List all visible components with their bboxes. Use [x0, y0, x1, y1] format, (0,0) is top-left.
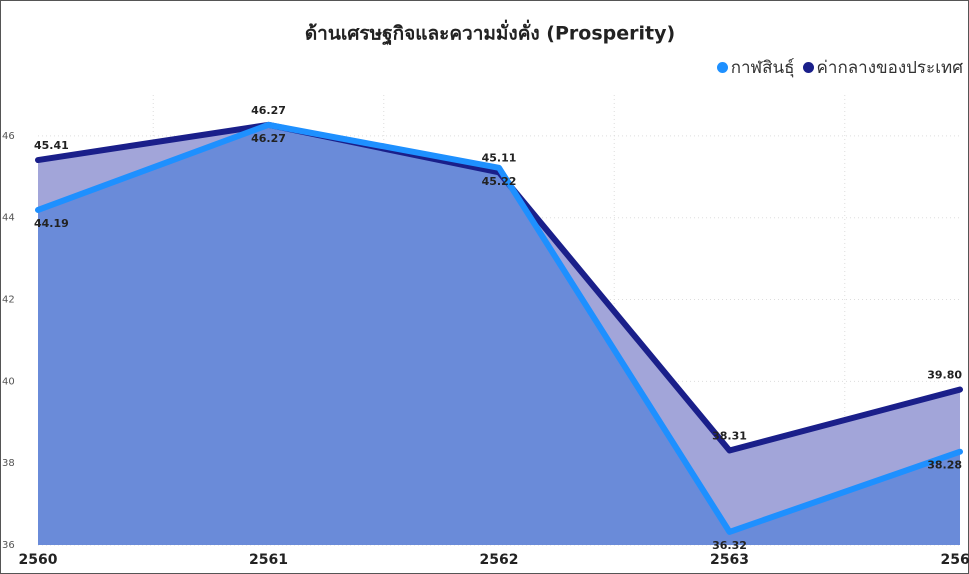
y-tick-label: 44	[2, 213, 15, 224]
line	[35, 121, 963, 535]
legend-item: ค่ากลางของประเทศ	[802, 54, 963, 81]
y-tick-label: 42	[2, 295, 15, 306]
y-tick-label: 38	[2, 458, 15, 469]
data-label: 38.28	[927, 459, 962, 472]
data-label: 44.19	[34, 217, 69, 230]
legend-item: กาฬสินธุ์	[716, 54, 795, 81]
chart-title: ด้านเศรษฐกิจและความมั่งคั่ง (Prosperity)	[305, 20, 675, 47]
legend-marker	[802, 62, 814, 73]
lines	[35, 121, 963, 535]
x-tick-label: 2561	[249, 552, 288, 568]
y-tick-label: 40	[2, 376, 15, 387]
legend-label: ค่ากลางของประเทศ	[816, 58, 963, 78]
data-label: 46.27	[251, 104, 286, 117]
data-label: 39.80	[927, 369, 962, 382]
area	[38, 124, 960, 545]
data-label: 36.32	[712, 539, 747, 552]
data-label: 38.31	[712, 430, 747, 443]
x-tick-label: 2562	[480, 552, 519, 568]
y-tick-label: 36	[2, 540, 15, 551]
x-tick-label: 2560	[19, 552, 58, 568]
data-label: 45.22	[482, 175, 517, 188]
legend-label: กาฬสินธุ์	[730, 58, 795, 78]
y-tick-label: 46	[2, 131, 15, 142]
data-label: 45.41	[34, 139, 69, 152]
data-label: 46.27	[251, 132, 286, 145]
data-label: 45.11	[482, 151, 517, 164]
legend-marker	[716, 62, 728, 73]
areas	[38, 124, 960, 545]
legend: กาฬสินธุ์ ค่ากลางของประเทศ	[716, 54, 963, 81]
x-tick-label: 2563	[710, 552, 749, 568]
